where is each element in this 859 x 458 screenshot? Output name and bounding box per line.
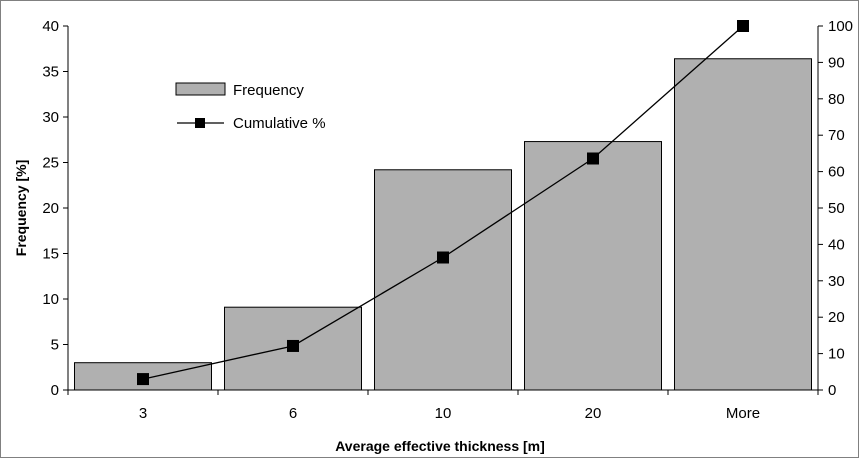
y-tick-label: 0 [51,382,59,399]
y2-tick-label: 10 [828,346,845,363]
y-tick-label: 25 [42,155,59,172]
legend-label-frequency: Frequency [233,82,304,99]
legend-marker-cumulative [195,118,205,128]
y2-tick-label: 40 [828,236,845,253]
x-tick-label: 6 [289,405,297,422]
bar-20 [524,141,662,391]
y-tick-label: 20 [42,200,59,217]
bars-group [74,58,812,391]
y-tick-label: 10 [42,291,59,308]
cumulative-marker-more [737,20,749,32]
legend: Frequency Cumulative % [175,82,326,132]
cumulative-marker-3 [137,373,149,386]
y2-tick-label: 30 [828,273,845,290]
cumulative-marker-6 [287,339,299,352]
legend-label-cumulative: Cumulative % [233,115,326,132]
y-tick-label: 5 [51,337,59,354]
x-axis-title: Average effective thickness [m] [335,438,545,454]
y-tick-label: 30 [42,109,59,126]
y-tick-label: 40 [42,18,59,35]
y-tick-label: 35 [42,64,59,81]
x-tick-label: 20 [585,405,602,422]
x-tick-label: 10 [435,405,452,422]
y2-tick-label: 60 [828,164,845,181]
cumulative-marker-10 [437,251,449,264]
y2-tick-label: 0 [828,382,836,399]
axes-group: 0 5 10 15 20 25 30 35 40 0 10 20 30 40 50 60 70 80 90 100 3 6… [42,18,853,422]
y2-tick-label: 100 [828,18,853,35]
y2-tick-label: 80 [828,91,845,108]
legend-swatch-frequency [175,82,226,96]
y2-tick-label: 20 [828,309,845,326]
y2-tick-label: 70 [828,127,845,144]
y2-tick-label: 50 [828,200,845,217]
cumulative-line-group [137,20,749,386]
y-axis-title: Frequency [%] [13,160,29,256]
y2-tick-label: 90 [828,54,845,71]
y-tick-label: 15 [42,246,59,263]
cumulative-marker-20 [587,152,599,165]
x-tick-label: More [726,405,760,422]
bar-10 [374,169,512,391]
bar-more [674,58,812,391]
x-tick-label: 3 [139,405,147,422]
